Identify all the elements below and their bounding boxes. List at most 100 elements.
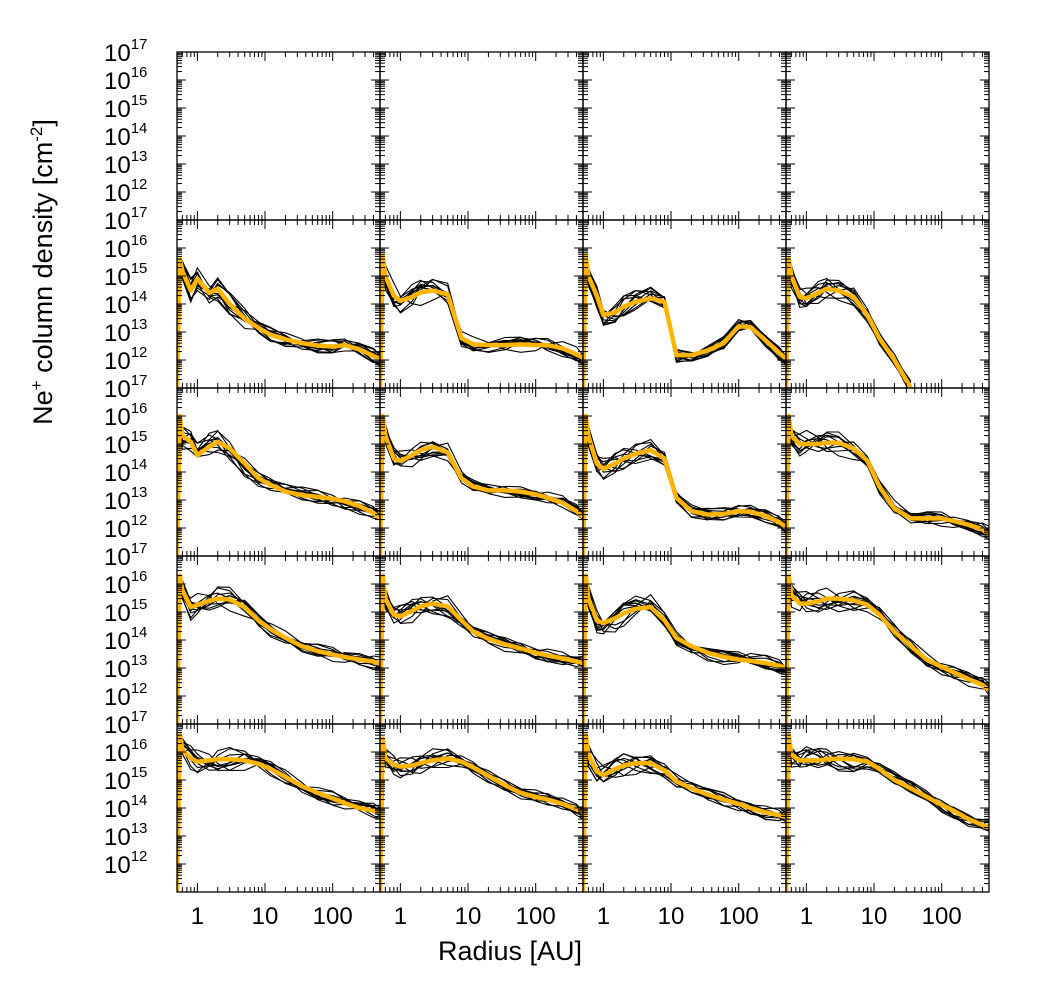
panel-ticks-r3-c0 bbox=[176, 556, 381, 725]
model-curve-r2-c2-3 bbox=[583, 415, 786, 556]
panel-ticks-r1-c3 bbox=[785, 220, 990, 389]
model-curve-r2-c2-4 bbox=[583, 415, 786, 556]
panel-ticks-r1-c1 bbox=[379, 220, 584, 389]
model-curve-r1-c3-2 bbox=[786, 259, 912, 388]
xtick-label-c2-100: 100 bbox=[719, 903, 759, 930]
mean-curve-r2-c3 bbox=[786, 413, 989, 556]
ytick-label-r2-e13: 1013 bbox=[104, 484, 147, 515]
model-curve-r2-c0-2 bbox=[177, 415, 380, 556]
model-curve-r1-c0-4 bbox=[177, 257, 380, 388]
panel-r2-c0 bbox=[176, 387, 381, 557]
ytick-label-r3-e14: 1014 bbox=[104, 624, 147, 655]
panel-r4-c1 bbox=[379, 723, 584, 893]
model-curve-r1-c1-3 bbox=[380, 256, 583, 388]
ytick-label-r0-e17: 1017 bbox=[104, 36, 147, 67]
ytick-label-r4-e13: 1013 bbox=[104, 820, 147, 851]
x-axis-title: Radius [AU] bbox=[438, 936, 582, 966]
model-curve-r1-c3-4 bbox=[786, 259, 912, 388]
ytick-label-r3-e13: 1013 bbox=[104, 652, 147, 683]
model-curve-r1-c0-8 bbox=[177, 258, 380, 388]
panel-ticks-r4-c0 bbox=[176, 724, 381, 893]
panel-ticks-r1-c0 bbox=[176, 220, 381, 389]
panel-ticks-r2-c3 bbox=[785, 388, 990, 557]
model-curve-r1-c1-6 bbox=[380, 256, 583, 388]
model-curve-r4-c1-3 bbox=[380, 738, 583, 892]
mean-curve-r4-c0 bbox=[177, 732, 380, 892]
panel-frame-r1-c0 bbox=[176, 219, 381, 389]
model-curve-r1-c1-2 bbox=[380, 256, 583, 388]
model-curve-r4-c1-7 bbox=[380, 738, 583, 892]
model-curve-r1-c3-1 bbox=[786, 258, 909, 388]
model-curve-r2-c3-6 bbox=[786, 415, 989, 556]
x-axis-tick-labels: 1 10 100 1 10 100 1 10 100 1 10 100 bbox=[191, 903, 962, 930]
panel-frame-r4-c0 bbox=[176, 723, 381, 893]
ytick-label-r0-e14: 1014 bbox=[104, 120, 147, 151]
mean-curve-r4-c1 bbox=[380, 736, 583, 892]
model-curve-r2-c2-6 bbox=[583, 415, 786, 556]
model-curve-r1-c3-5 bbox=[786, 258, 911, 388]
ytick-label-r1-e17: 1017 bbox=[104, 204, 147, 235]
panel-r2-c1 bbox=[379, 387, 584, 557]
ytick-label-r1-e16: 1016 bbox=[104, 232, 147, 263]
model-curve-r3-c2-5 bbox=[583, 575, 786, 724]
model-curve-r1-c0-9 bbox=[177, 257, 380, 388]
model-curve-r2-c2-0 bbox=[583, 415, 786, 556]
model-curve-r1-c0-6 bbox=[177, 258, 380, 388]
panel-ticks-r2-c1 bbox=[379, 388, 584, 557]
panel-ticks-r2-c0 bbox=[176, 388, 381, 557]
model-curve-r1-c1-1 bbox=[380, 256, 583, 388]
model-curve-r3-c3-9 bbox=[786, 575, 989, 724]
mean-curve-r1-c0 bbox=[177, 256, 380, 388]
ytick-label-r2-e12: 1012 bbox=[104, 512, 147, 543]
model-curve-r2-c2-5 bbox=[583, 415, 786, 556]
y-axis-title: Ne+ column density [cm-2] bbox=[27, 119, 58, 425]
model-curve-r2-c2-8 bbox=[583, 415, 786, 556]
panel-r3-c0 bbox=[176, 555, 381, 725]
panel-r0-c3 bbox=[785, 51, 990, 221]
panel-ticks-r0-c3 bbox=[785, 52, 990, 221]
panel-frame-r2-c3 bbox=[785, 387, 990, 557]
model-curve-r2-c0-7 bbox=[177, 415, 380, 556]
ytick-label-r0-e16: 1016 bbox=[104, 64, 147, 95]
model-curve-r4-c1-1 bbox=[380, 738, 583, 892]
panel-frame-r2-c0 bbox=[176, 387, 381, 557]
panel-ticks-r3-c2 bbox=[582, 556, 787, 725]
panel-r1-c1 bbox=[379, 219, 584, 389]
xtick-label-c3-10: 10 bbox=[861, 903, 888, 930]
ytick-label-r1-e13: 1013 bbox=[104, 316, 147, 347]
xtick-label-c0-100: 100 bbox=[313, 903, 353, 930]
xtick-label-c0-10: 10 bbox=[252, 903, 279, 930]
ytick-label-r4-e17: 1017 bbox=[104, 708, 147, 739]
model-curve-r1-c3-8 bbox=[786, 259, 912, 388]
panel-ticks-r0-c2 bbox=[582, 52, 787, 221]
panel-grid bbox=[176, 51, 990, 893]
model-curve-r1-c0-7 bbox=[177, 258, 380, 388]
model-curve-r1-c0-2 bbox=[177, 259, 380, 388]
mean-curve-r2-c2 bbox=[583, 413, 786, 556]
model-curve-r3-c0-3 bbox=[177, 575, 380, 724]
model-curve-r1-c3-7 bbox=[786, 259, 912, 388]
panel-ticks-r4-c3 bbox=[785, 724, 990, 893]
model-curve-r4-c1-6 bbox=[380, 738, 583, 892]
model-curve-r4-c1-5 bbox=[380, 738, 583, 892]
panel-frame-r3-c1 bbox=[379, 555, 584, 725]
panel-r3-c2 bbox=[582, 555, 787, 725]
ytick-label-r2-e17: 1017 bbox=[104, 372, 147, 403]
panel-r4-c0 bbox=[176, 723, 381, 893]
ytick-label-r1-e15: 1015 bbox=[104, 260, 147, 291]
mean-curve-r1-c2 bbox=[583, 254, 786, 388]
panel-frame-r0-c0 bbox=[176, 51, 381, 221]
model-curve-r1-c1-7 bbox=[380, 256, 583, 388]
panel-frame-r0-c1 bbox=[379, 51, 584, 221]
ytick-label-r4-e14: 1014 bbox=[104, 792, 147, 823]
panel-r3-c1 bbox=[379, 555, 584, 725]
panel-r0-c2 bbox=[582, 51, 787, 221]
ytick-label-r1-e12: 1012 bbox=[104, 344, 147, 375]
panel-r0-c0 bbox=[176, 51, 381, 221]
ytick-label-r2-e14: 1014 bbox=[104, 456, 147, 487]
model-curve-r1-c0-5 bbox=[177, 259, 380, 388]
panel-r0-c1 bbox=[379, 51, 584, 221]
model-curve-r4-c1-8 bbox=[380, 738, 583, 892]
model-curve-r1-c3-0 bbox=[786, 258, 910, 388]
model-curve-r1-c1-9 bbox=[380, 256, 583, 388]
